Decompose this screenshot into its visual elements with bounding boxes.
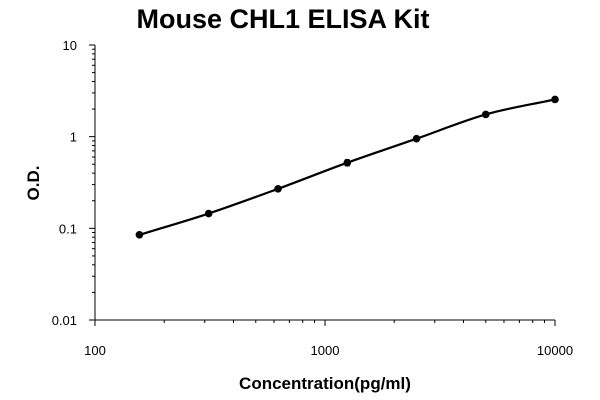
x-tick-labels: 100 1000 10000 (84, 343, 573, 358)
y-tick-label: 10 (63, 38, 77, 53)
y-ticks (89, 44, 95, 321)
y-tick-labels: 0.01 0.1 1 10 (52, 38, 77, 328)
y-tick-label: 1 (70, 130, 77, 145)
data-point (481, 110, 490, 119)
data-point (204, 209, 213, 218)
data-point (135, 231, 144, 239)
x-axis-label: Concentration(pg/ml) (239, 374, 411, 393)
x-ticks (94, 320, 556, 326)
plot-area (94, 45, 555, 321)
chart-title: Mouse CHL1 ELISA Kit (136, 4, 429, 34)
data-points (135, 95, 559, 239)
x-tick-label: 10000 (537, 343, 573, 358)
data-point (274, 184, 282, 193)
x-tick-label: 100 (84, 343, 106, 358)
y-tick-label: 0.1 (59, 221, 77, 236)
y-tick-label: 0.01 (52, 313, 77, 328)
y-axis-label: O.D. (24, 166, 43, 201)
data-point (551, 95, 559, 104)
fit-curve (139, 98, 556, 236)
data-point (412, 134, 421, 143)
data-point (343, 158, 352, 167)
x-tick-label: 1000 (311, 343, 340, 358)
